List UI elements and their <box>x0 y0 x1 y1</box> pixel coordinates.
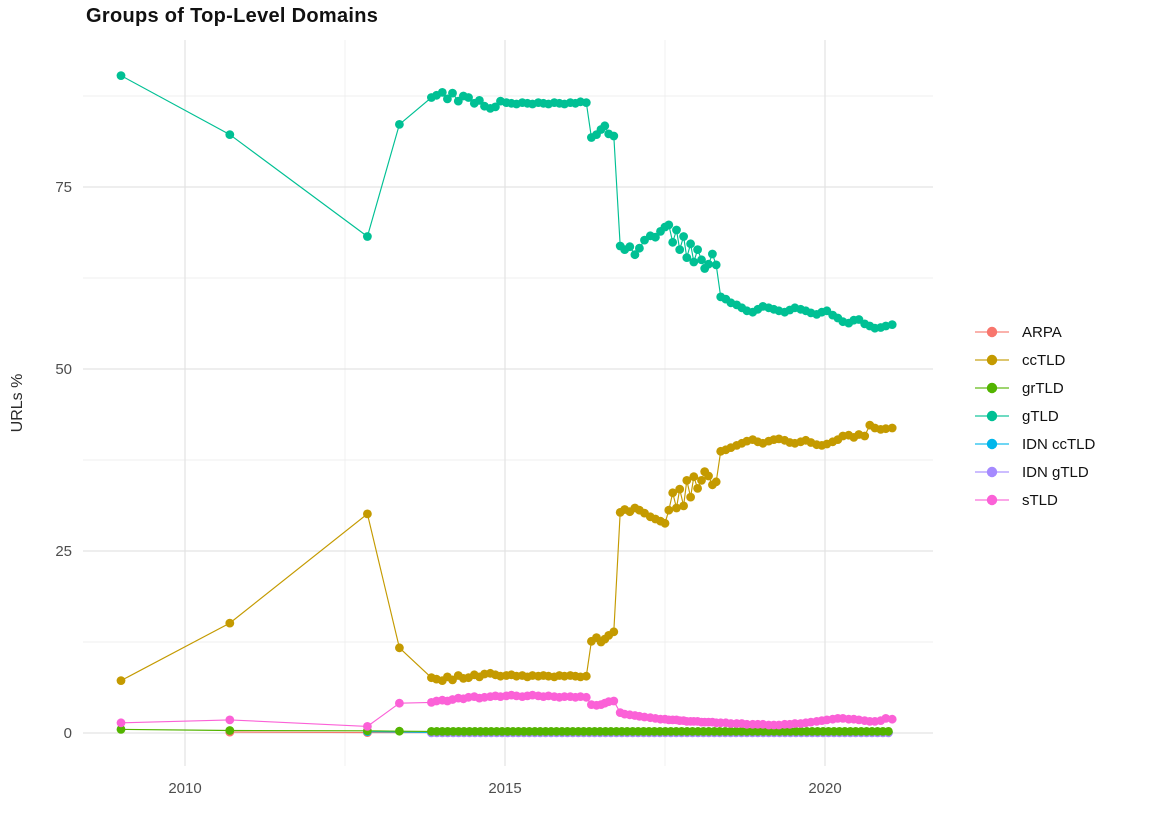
x-tick-label: 2010 <box>168 780 201 797</box>
legend-key-icon <box>975 354 1009 366</box>
series-cctld-points <box>116 420 897 685</box>
y-tick-label: 75 <box>55 179 72 196</box>
y-tick-label: 0 <box>64 725 72 742</box>
series-cctld <box>116 420 897 685</box>
legend-label: ccTLD <box>1022 351 1066 369</box>
legend-label: sTLD <box>1022 491 1058 509</box>
legend-label: IDN ccTLD <box>1022 435 1096 453</box>
series-stld <box>116 690 897 731</box>
series-gtld-points <box>116 71 897 333</box>
legend-label: gTLD <box>1022 407 1059 425</box>
legend: ARPA ccTLD grTLD gTLD IDN ccTLD IDN gTLD sTLD <box>975 318 1095 514</box>
series-gtld <box>116 71 897 333</box>
legend-item-grtld: grTLD <box>975 374 1095 402</box>
y-tick-label: 50 <box>55 361 72 378</box>
legend-item-arpa: ARPA <box>975 318 1095 346</box>
chart-title: Groups of Top-Level Domains <box>86 5 379 27</box>
x-tick-label: 2020 <box>808 780 841 797</box>
gridlines-major <box>83 40 933 766</box>
y-tick-label: 25 <box>55 543 72 560</box>
series-grtld <box>116 725 893 736</box>
legend-label: IDN gTLD <box>1022 463 1089 481</box>
y-axis-title: URLs % <box>9 374 26 433</box>
legend-item-stld: sTLD <box>975 486 1095 514</box>
legend-item-gtld: gTLD <box>975 402 1095 430</box>
series-grtld-points <box>116 725 893 736</box>
legend-key-icon <box>975 466 1009 478</box>
legend-item-idn-gtld: IDN gTLD <box>975 458 1095 486</box>
series-stld-points <box>116 690 897 731</box>
legend-item-idn-cctld: IDN ccTLD <box>975 430 1095 458</box>
legend-key-icon <box>975 494 1009 506</box>
gridlines-minor <box>83 40 933 766</box>
axis-tick-labels: 0 25 50 75 2010 2015 2020 <box>55 179 841 797</box>
x-tick-label: 2015 <box>488 780 521 797</box>
legend-key-icon <box>975 438 1009 450</box>
series-gtld-line <box>120 75 893 329</box>
legend-label: grTLD <box>1022 379 1064 397</box>
legend-label: ARPA <box>1022 323 1062 341</box>
legend-key-icon <box>975 382 1009 394</box>
legend-key-icon <box>975 410 1009 422</box>
legend-item-cctld: ccTLD <box>975 346 1095 374</box>
legend-key-icon <box>975 326 1009 338</box>
